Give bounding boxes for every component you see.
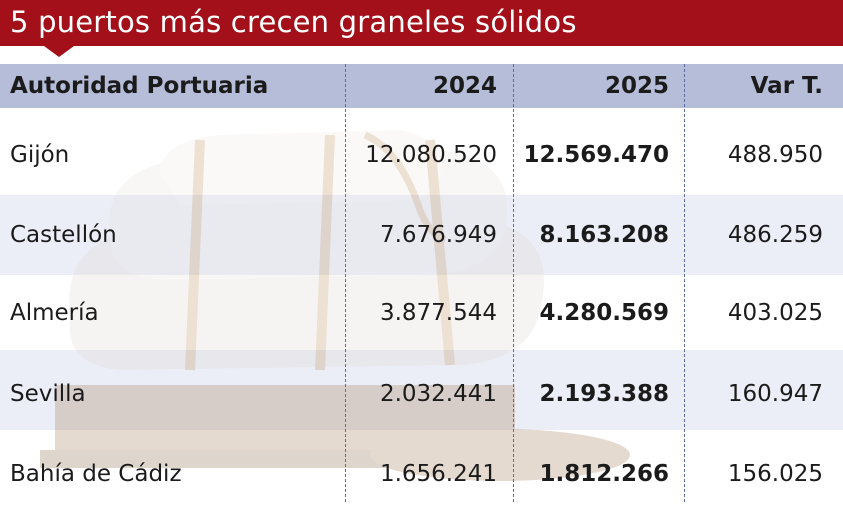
column-separator — [345, 64, 346, 502]
row-value-var: 160.947 — [727, 381, 823, 407]
row-value-var: 486.259 — [727, 222, 823, 248]
row-name: Sevilla — [10, 381, 86, 407]
row-value-var: 488.950 — [727, 142, 823, 168]
table-row: Bahía de Cádiz 1.656.241 1.812.266 156.0… — [0, 436, 843, 514]
title-bar: 5 puertos más crecen graneles sólidos — [0, 0, 843, 46]
row-value-2025: 8.163.208 — [539, 222, 670, 248]
table-row: Gijón 12.080.520 12.569.470 488.950 — [0, 117, 843, 195]
row-name: Bahía de Cádiz — [10, 461, 182, 487]
row-band — [0, 350, 843, 430]
row-name: Gijón — [10, 142, 70, 168]
column-separator — [684, 64, 685, 502]
row-name: Castellón — [10, 222, 117, 248]
table-header: Autoridad Portuaria 2024 2025 Var T. — [0, 64, 843, 108]
chart-title: 5 puertos más crecen graneles sólidos — [10, 5, 577, 39]
row-value-2024: 7.676.949 — [379, 222, 497, 248]
column-separator — [513, 64, 514, 502]
header-var: Var T. — [750, 73, 823, 99]
row-value-2025: 4.280.569 — [539, 300, 670, 326]
table-row: Sevilla 2.032.441 2.193.388 160.947 — [0, 356, 843, 434]
header-2025: 2025 — [604, 73, 669, 99]
row-value-2025: 12.569.470 — [523, 142, 669, 168]
row-value-var: 403.025 — [727, 300, 823, 326]
row-value-var: 156.025 — [727, 461, 823, 487]
row-value-2025: 2.193.388 — [539, 381, 670, 407]
header-autoridad: Autoridad Portuaria — [10, 73, 269, 99]
header-2024: 2024 — [432, 73, 497, 99]
row-value-2024: 2.032.441 — [379, 381, 497, 407]
row-name: Almería — [10, 300, 99, 326]
row-value-2024: 3.877.544 — [379, 300, 497, 326]
table-row: Almería 3.877.544 4.280.569 403.025 — [0, 275, 843, 353]
row-value-2025: 1.812.266 — [539, 461, 670, 487]
table-row: Castellón 7.676.949 8.163.208 486.259 — [0, 197, 843, 275]
row-value-2024: 1.656.241 — [379, 461, 497, 487]
row-value-2024: 12.080.520 — [365, 142, 497, 168]
title-pointer — [44, 46, 74, 57]
row-band — [0, 195, 843, 275]
